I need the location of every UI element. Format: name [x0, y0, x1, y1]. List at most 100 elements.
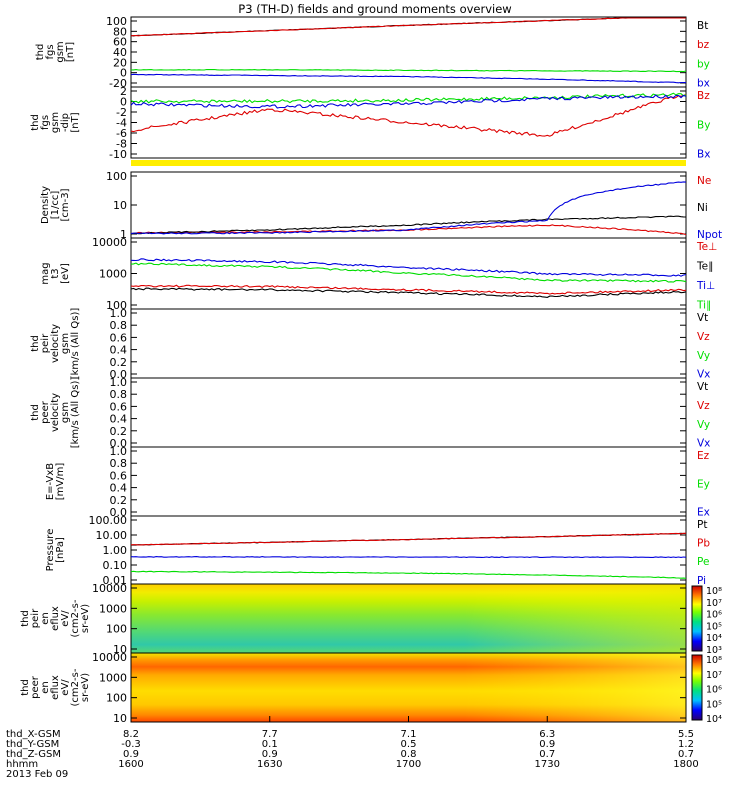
y-axis-label: thd peer en eflux eV/(cm2-s-sr-eV) [20, 668, 91, 706]
colorbar-label: 10⁷ [706, 598, 722, 609]
colorbar-label: 10⁵ [706, 621, 722, 632]
colorbar-label: 10⁸ [706, 586, 722, 597]
x-row-label: thd_Y-GSM [6, 739, 59, 750]
date-label: 2013 Feb 09 [6, 769, 68, 780]
legend-Vx: Vx [697, 438, 710, 450]
y-axis-label-line: eV/ [60, 610, 71, 627]
y-tick-label: -10 [109, 148, 127, 161]
y-tick-label: 10 [113, 643, 127, 656]
electron-spectrogram-shade [131, 653, 686, 722]
legend-Te⊥: Te⊥ [696, 241, 717, 253]
series-Ti∥ [130, 262, 687, 283]
y-tick-label: 10000 [92, 582, 127, 595]
legend-Bx: Bx [697, 149, 710, 161]
colorbar [691, 654, 703, 721]
x-tick-label: 7.7 [262, 729, 278, 740]
y-axis-label: thd peer velocity gsm [km/s (All Qs)] [30, 377, 81, 449]
legend-Te∥: Te∥ [696, 261, 713, 273]
y-axis-label-line: [km/s (All Qs)] [70, 377, 81, 449]
y-axis-label-line: Density [40, 186, 51, 224]
x-tick-label: 6.3 [539, 729, 555, 740]
y-tick-label: 100 [106, 692, 127, 705]
x-tick-label: 0.9 [262, 749, 278, 760]
x-tick-label: 5.5 [678, 729, 694, 740]
panel-fgs-gsm-dip: 20-2-4-6-8-10 thd fgs gsm -dip [nT] Bz By Bx [30, 85, 710, 161]
x-tick-label: 1700 [396, 759, 421, 770]
legend-Pt: Pt [697, 519, 707, 531]
panel-peir-eflux: 10000 1000 100 10 thd peir en eflux eV/(cm2-s-sr… [20, 582, 722, 656]
colorbar-label: 10⁴ [706, 714, 722, 725]
y-tick-label: 0.6 [110, 469, 128, 482]
y-axis-label-line: [eV] [60, 263, 71, 284]
series-Bt [130, 17, 686, 37]
y-tick-label: 20 [113, 56, 127, 69]
y-tick-label: 80 [113, 25, 127, 38]
legend-Vy: Vy [697, 419, 710, 431]
y-axis-label-line: (cm2-s- [70, 668, 81, 706]
y-axis-label-line: sr-eV) [80, 604, 91, 633]
series-Ni [131, 215, 687, 235]
y-axis-label-line: gsm [60, 402, 71, 423]
y-axis-label: mag t3 [eV] [40, 262, 71, 284]
legend-Ti∥: Ti∥ [696, 300, 711, 312]
y-tick-label: 1.0 [110, 445, 128, 458]
y-axis-label: Density [1/cc] [cm-3] [40, 186, 71, 224]
y-tick-label: 0.0 [110, 368, 128, 381]
legend-Pi: Pi [697, 575, 706, 587]
y-tick-label: 0.2 [110, 494, 128, 507]
y-axis-label-line: [cm-3] [60, 188, 71, 221]
y-tick-label: 1.00 [103, 544, 128, 557]
y-tick-label: 0.4 [110, 482, 128, 495]
y-axis-label: thd fgs gsm [nT] [35, 41, 76, 62]
y-axis-label-line: [mV/m] [55, 463, 66, 501]
y-tick-label: 0.8 [110, 388, 128, 401]
colorbar-label: 10⁵ [706, 699, 722, 710]
ion-spectrogram-shade [131, 584, 686, 653]
x-tick-label: 0.9 [539, 739, 555, 750]
legend-by: by [697, 58, 710, 70]
x-tick-label: 1630 [257, 759, 282, 770]
y-axis-label: E=-VxB [mV/m] [45, 463, 66, 501]
legend-Ne: Ne [697, 175, 711, 187]
y-axis-label-line: gsm [60, 333, 71, 354]
panel-pressure: 100.00 10.00 1.00 0.10 0.01 Pressure [nPa] Pt Pb… [45, 514, 710, 587]
x-tick-label: 1600 [118, 759, 143, 770]
y-tick-label: 0 [120, 96, 127, 109]
y-axis-label-line: eflux [50, 606, 61, 631]
x-tick-label: 0.8 [401, 749, 417, 760]
y-tick-label: 1 [120, 228, 127, 241]
y-tick-label: 2 [120, 85, 127, 98]
x-tick-label: 1800 [673, 759, 698, 770]
y-tick-label: 100 [106, 170, 127, 183]
y-tick-label: 1000 [99, 671, 127, 684]
legend-Pe: Pe [697, 556, 709, 568]
legend-Npot: Npot [697, 229, 722, 241]
plot-title: P3 (TH-D) fields and ground moments over… [238, 2, 511, 16]
y-tick-label: 0.2 [110, 356, 128, 369]
panel-frame [130, 237, 687, 310]
y-tick-label: 0 [120, 67, 127, 80]
panel-peir-velocity: 1.00.80.60.40.20.0 thd peir velocity gsm [km/… [30, 307, 710, 381]
colorbar-label: 10³ [706, 645, 722, 656]
y-axis-label-line: gsm [55, 41, 66, 62]
y-axis-label-line: [nT] [65, 42, 76, 62]
legend-Vt: Vt [697, 312, 708, 324]
series-Bx [130, 94, 687, 109]
y-axis-label-line: thd [30, 114, 41, 131]
series-bz [130, 17, 686, 37]
legend-Ni: Ni [697, 202, 708, 214]
y-tick-label: 1000 [99, 602, 127, 615]
series-Bz [130, 93, 687, 137]
y-axis-label-line: eV/ [60, 679, 71, 696]
y-axis-label-line: thd [30, 335, 41, 352]
series-By [130, 92, 687, 104]
y-axis-label-line: [km/s (All Qs)] [70, 308, 81, 380]
legend-Bt: Bt [697, 20, 708, 32]
x-row-label: thd_X-GSM [6, 729, 61, 740]
y-tick-label: 100 [106, 623, 127, 636]
y-tick-label: 60 [113, 36, 127, 49]
legend-Ex: Ex [697, 507, 710, 519]
series-Pb [130, 532, 686, 546]
x-tick-label: 0.9 [123, 749, 139, 760]
y-axis-label-line: peer [40, 400, 51, 424]
